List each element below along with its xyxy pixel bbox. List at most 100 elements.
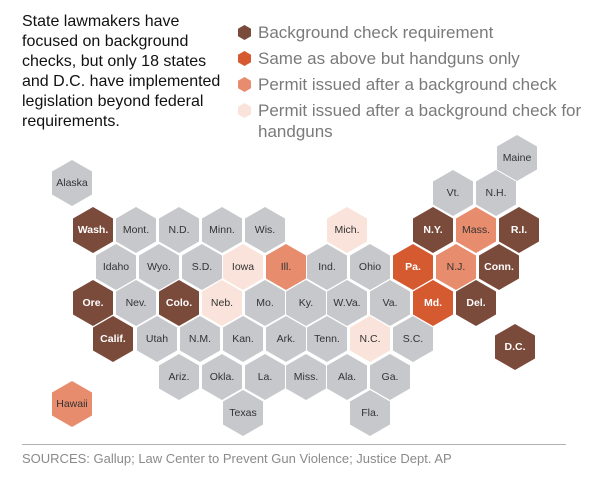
state-hex-r-i: R.I.: [499, 207, 539, 253]
legend-label-handguns-only: Same as above but handguns only: [258, 49, 520, 68]
state-label: N.M.: [188, 333, 212, 345]
state-label: Ill.: [280, 261, 292, 273]
state-hex-ala: Ala.: [327, 354, 367, 400]
state-hex-ind: Ind.: [307, 244, 347, 290]
state-hex-conn: Conn.: [479, 244, 519, 290]
state-hex-okla: Okla.: [202, 354, 242, 400]
state-label: Texas: [229, 407, 257, 419]
state-hex-ariz: Ariz.: [159, 354, 199, 400]
state-hex-del: Del.: [456, 280, 496, 326]
state-label: Minn.: [209, 224, 235, 236]
state-label: Conn.: [484, 261, 514, 273]
state-label: Kan.: [232, 333, 254, 345]
state-hex-calif: Calif.: [93, 316, 133, 362]
state-label: Maine: [502, 152, 532, 164]
legend-item-background-check: Background check requirement: [238, 22, 593, 43]
state-hex-mont: Mont.: [116, 207, 156, 253]
legend-label-background-check: Background check requirement: [258, 23, 494, 42]
legend-swatch-handguns-only: [238, 51, 251, 66]
state-label: Utah: [145, 333, 169, 345]
state-label: W.Va.: [333, 297, 361, 309]
state-hex-va: Va.: [370, 280, 410, 326]
state-hex-wyo: Wyo.: [139, 244, 179, 290]
state-hex-mo: Mo.: [245, 280, 285, 326]
state-hex-neb: Neb.: [202, 280, 242, 326]
state-label: Nev.: [125, 297, 147, 309]
state-label: Alaska: [56, 177, 88, 189]
state-label: D.C.: [504, 341, 526, 353]
state-hex-miss: Miss.: [286, 354, 326, 400]
state-hex-iowa: Iowa: [223, 244, 263, 290]
intro-text: State lawmakers have focused on backgrou…: [22, 13, 221, 130]
state-label: Ga.: [381, 371, 399, 383]
state-label: S.D.: [191, 261, 213, 273]
state-hex-n-m: N.M.: [180, 316, 220, 362]
state-label: Mich.: [334, 224, 360, 236]
state-label: Ariz.: [168, 371, 190, 383]
state-label: Ind.: [318, 261, 336, 273]
state-hex-n-y: N.Y.: [413, 207, 453, 253]
state-label: Va.: [382, 297, 398, 309]
state-hex-colo: Colo.: [159, 280, 199, 326]
legend-swatch-permit: [238, 77, 251, 92]
state-label: N.H.: [485, 187, 507, 199]
state-hex-hawaii: Hawaii: [52, 381, 92, 427]
legend-swatch-background-check: [238, 25, 251, 40]
state-label: Fla.: [361, 407, 379, 419]
legend-swatch-permit-handguns: [238, 103, 251, 118]
state-label: S.C.: [402, 333, 424, 345]
state-hex-alaska: Alaska: [52, 160, 92, 206]
state-label: Del.: [466, 297, 486, 309]
state-label: N.D.: [168, 224, 190, 236]
state-label: Vt.: [446, 187, 460, 199]
state-hex-texas: Texas: [223, 390, 263, 436]
state-label: N.C.: [359, 333, 381, 345]
state-label: Neb.: [210, 297, 234, 309]
state-hex-ga: Ga.: [370, 354, 410, 400]
legend-label-permit-handguns: Permit issued after a background check f…: [258, 101, 582, 141]
state-hex-wis: Wis.: [245, 207, 285, 253]
state-hex-ill: Ill.: [266, 244, 306, 290]
state-label: Calif.: [100, 333, 126, 345]
state-hex-minn: Minn.: [202, 207, 242, 253]
state-label: La.: [257, 371, 273, 383]
state-label: Ky.: [298, 297, 314, 309]
state-label: Ohio: [358, 261, 382, 273]
state-hex-utah: Utah: [137, 316, 177, 362]
state-label: Wyo.: [147, 261, 171, 273]
state-hex-ore: Ore.: [73, 280, 113, 326]
state-hex-idaho: Idaho: [96, 244, 136, 290]
state-hex-nev: Nev.: [116, 280, 156, 326]
state-hex-s-c: S.C.: [393, 316, 433, 362]
state-label: Wis.: [254, 224, 276, 236]
state-hex-md: Md.: [413, 280, 453, 326]
legend-label-permit: Permit issued after a background check: [258, 75, 557, 94]
source-text: SOURCES: Gallup; Law Center to Prevent G…: [22, 451, 452, 466]
state-hex-ky: Ky.: [286, 280, 326, 326]
state-label: Idaho: [102, 261, 130, 273]
state-hex-w-va: W.Va.: [327, 280, 367, 326]
state-label: R.I.: [510, 224, 528, 236]
state-label: N.J.: [446, 261, 466, 273]
state-label: Iowa: [231, 261, 255, 273]
state-label: Okla.: [209, 371, 235, 383]
legend-item-permit-handguns: Permit issued after a background check f…: [238, 100, 593, 142]
state-hex-pa: Pa.: [393, 244, 433, 290]
divider: [22, 444, 566, 445]
state-label: Wash.: [77, 224, 109, 236]
state-hex-tenn: Tenn.: [307, 316, 347, 362]
state-hex-s-d: S.D.: [182, 244, 222, 290]
state-label: Mass.: [461, 224, 490, 236]
state-hex-n-d: N.D.: [159, 207, 199, 253]
state-label: Mo.: [256, 297, 274, 309]
state-label: Tenn.: [314, 333, 340, 345]
state-hex-n-c: N.C.: [350, 316, 390, 362]
legend-item-permit: Permit issued after a background check: [238, 74, 593, 95]
state-label: N.Y.: [423, 224, 443, 236]
state-label: Md.: [423, 297, 443, 309]
state-hex-la: La.: [245, 354, 285, 400]
state-label: Mont.: [122, 224, 150, 236]
state-label: Colo.: [165, 297, 193, 309]
state-hex-vt: Vt.: [433, 170, 473, 216]
state-hex-kan: Kan.: [223, 316, 263, 362]
